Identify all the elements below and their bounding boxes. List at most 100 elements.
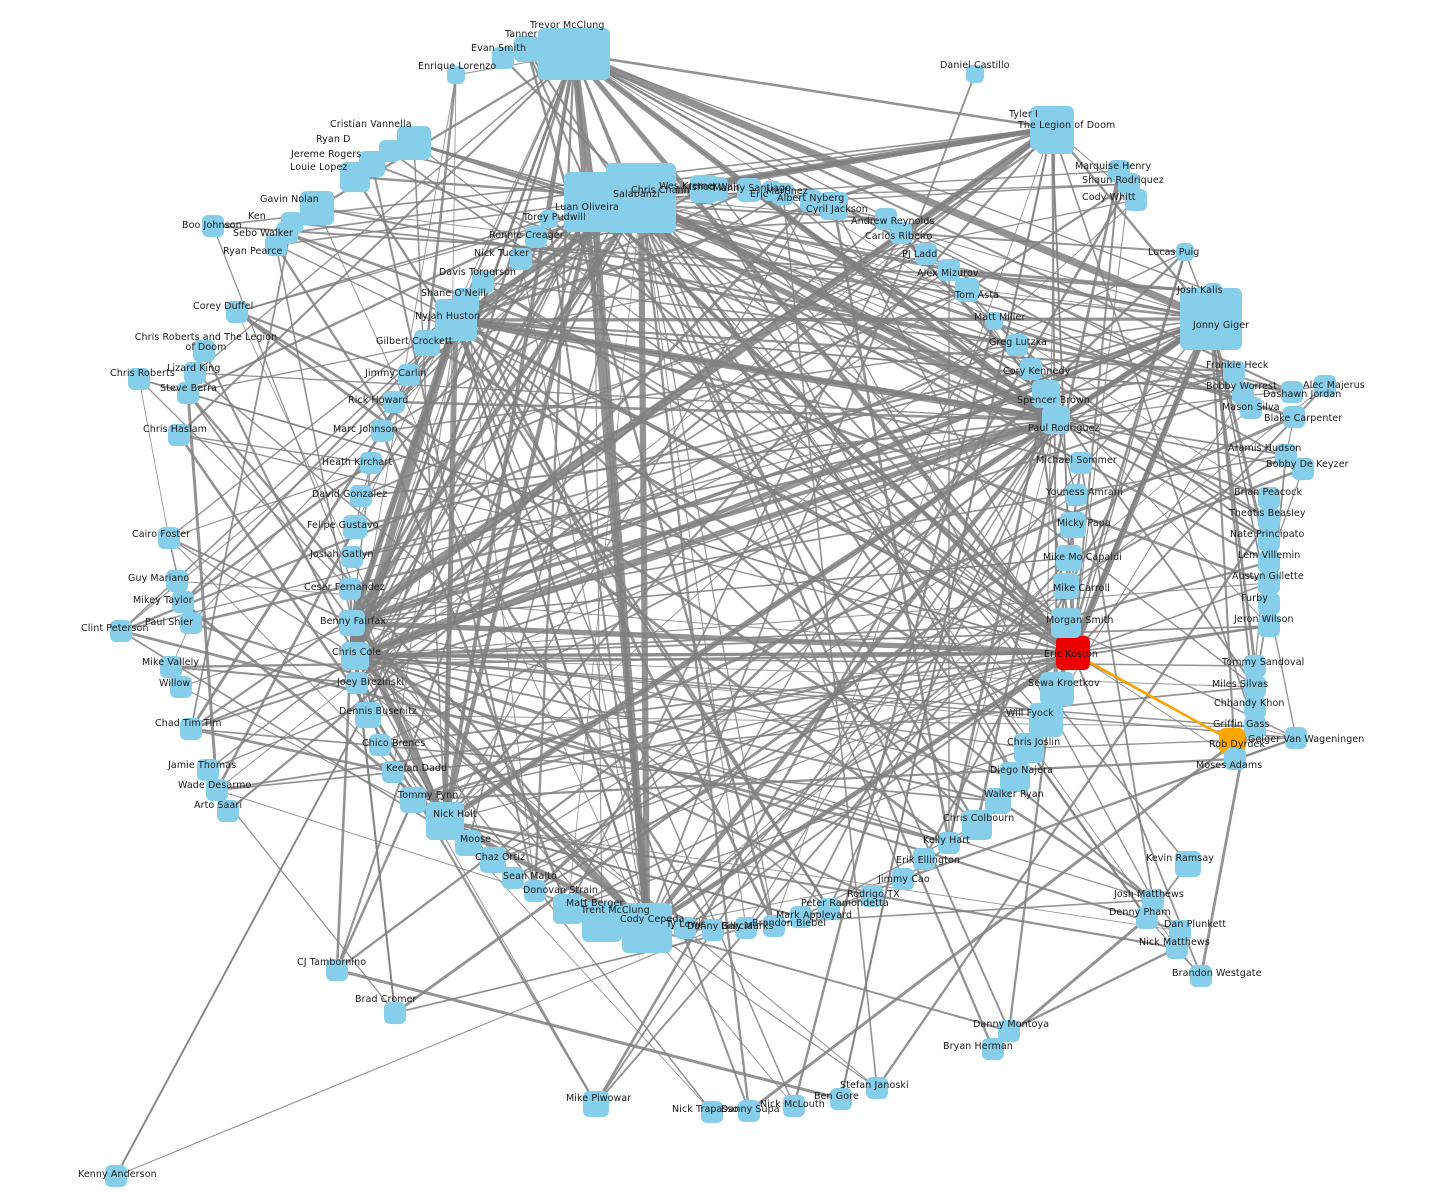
graph-node[interactable] — [180, 612, 202, 634]
graph-node[interactable] — [772, 183, 794, 205]
graph-node[interactable] — [510, 248, 532, 270]
graph-node[interactable] — [820, 192, 848, 220]
graph-node[interactable] — [790, 906, 812, 928]
graph-node[interactable] — [962, 810, 992, 840]
graph-node[interactable] — [265, 234, 287, 256]
graph-node[interactable] — [915, 243, 937, 265]
graph-node[interactable] — [383, 391, 405, 413]
graph-node[interactable] — [818, 898, 840, 920]
graph-node[interactable] — [172, 591, 194, 613]
graph-node[interactable] — [180, 718, 202, 740]
graph-node[interactable] — [955, 278, 979, 302]
graph-node[interactable] — [206, 779, 228, 801]
graph-node[interactable] — [414, 330, 440, 356]
graph-node[interactable] — [674, 917, 696, 939]
graph-node[interactable] — [480, 847, 506, 873]
graph-node[interactable] — [982, 1038, 1004, 1060]
graph-node[interactable] — [382, 761, 404, 783]
graph-node[interactable] — [938, 832, 960, 854]
graph-node[interactable] — [1125, 189, 1147, 211]
graph-node[interactable] — [1042, 406, 1070, 434]
graph-node[interactable] — [1051, 608, 1081, 638]
graph-node[interactable] — [1258, 487, 1280, 509]
graph-node[interactable] — [105, 1165, 127, 1187]
graph-node[interactable] — [861, 885, 883, 907]
graph-node[interactable] — [1056, 545, 1082, 571]
graph-node[interactable] — [783, 1095, 805, 1117]
graph-node[interactable] — [1224, 748, 1246, 770]
graph-node[interactable] — [397, 126, 431, 160]
graph-node[interactable] — [1292, 458, 1314, 480]
graph-node[interactable] — [202, 215, 224, 237]
graph-node[interactable] — [1166, 937, 1188, 959]
graph-node[interactable] — [1244, 697, 1266, 719]
graph-node[interactable] — [1314, 375, 1336, 397]
graph-node[interactable] — [355, 702, 381, 728]
graph-node[interactable] — [1244, 655, 1266, 677]
graph-node[interactable] — [525, 226, 547, 248]
graph-node[interactable] — [866, 1077, 888, 1099]
graph-node[interactable] — [524, 880, 546, 902]
graph-node[interactable] — [1190, 965, 1212, 987]
graph-node[interactable] — [170, 676, 192, 698]
graph-node[interactable] — [735, 917, 757, 939]
graph-node[interactable] — [830, 1088, 852, 1110]
graph-node[interactable] — [890, 222, 912, 244]
graph-node[interactable] — [702, 919, 724, 941]
graph-node[interactable] — [341, 642, 369, 670]
graph-node[interactable] — [600, 175, 652, 227]
graph-node[interactable] — [447, 66, 465, 84]
graph-node[interactable] — [455, 830, 481, 856]
graph-node[interactable] — [110, 620, 132, 642]
graph-node[interactable] — [341, 546, 363, 568]
graph-node[interactable] — [346, 672, 368, 694]
graph-node[interactable] — [1056, 636, 1090, 670]
graph-node[interactable] — [1240, 397, 1262, 419]
graph-node[interactable] — [1258, 508, 1280, 530]
graph-node[interactable] — [1036, 116, 1074, 154]
graph-node[interactable] — [166, 570, 188, 592]
graph-node[interactable] — [1020, 358, 1042, 380]
graph-node[interactable] — [184, 362, 206, 384]
graph-node[interactable] — [502, 867, 524, 889]
graph-node[interactable] — [1258, 615, 1280, 637]
graph-node[interactable] — [622, 903, 672, 953]
graph-node[interactable] — [892, 868, 914, 890]
graph-node[interactable] — [737, 178, 761, 202]
graph-node[interactable] — [1000, 762, 1030, 792]
graph-node[interactable] — [1223, 361, 1245, 383]
graph-node[interactable] — [1070, 452, 1092, 474]
graph-node[interactable] — [763, 915, 785, 937]
graph-node[interactable] — [453, 288, 479, 314]
graph-node[interactable] — [1281, 381, 1303, 403]
graph-node[interactable] — [360, 452, 382, 474]
graph-node[interactable] — [1032, 380, 1060, 408]
graph-node[interactable] — [1136, 907, 1158, 929]
graph-node[interactable] — [1244, 676, 1266, 698]
graph-node[interactable] — [158, 527, 180, 549]
graph-node[interactable] — [492, 47, 514, 69]
graph-node[interactable] — [350, 485, 372, 507]
graph-node[interactable] — [1169, 920, 1191, 942]
graph-node[interactable] — [339, 610, 365, 636]
graph-node[interactable] — [701, 1101, 723, 1123]
graph-node[interactable] — [1180, 288, 1242, 350]
graph-node[interactable] — [1258, 551, 1280, 573]
graph-node[interactable] — [160, 656, 182, 678]
graph-node[interactable] — [1258, 572, 1280, 594]
graph-node[interactable] — [197, 759, 219, 781]
graph-node[interactable] — [371, 420, 393, 442]
graph-node[interactable] — [193, 340, 215, 362]
graph-node[interactable] — [128, 368, 150, 390]
graph-node[interactable] — [1029, 703, 1063, 737]
graph-node[interactable] — [1142, 889, 1164, 911]
graph-node[interactable] — [1258, 593, 1280, 615]
graph-node[interactable] — [400, 787, 426, 813]
graph-node[interactable] — [1053, 573, 1079, 599]
graph-node[interactable] — [1006, 334, 1028, 356]
graph-node[interactable] — [1040, 672, 1074, 706]
graph-node[interactable] — [384, 1002, 406, 1024]
graph-node[interactable] — [168, 424, 190, 446]
graph-node[interactable] — [985, 312, 1003, 330]
graph-node[interactable] — [1275, 444, 1297, 466]
